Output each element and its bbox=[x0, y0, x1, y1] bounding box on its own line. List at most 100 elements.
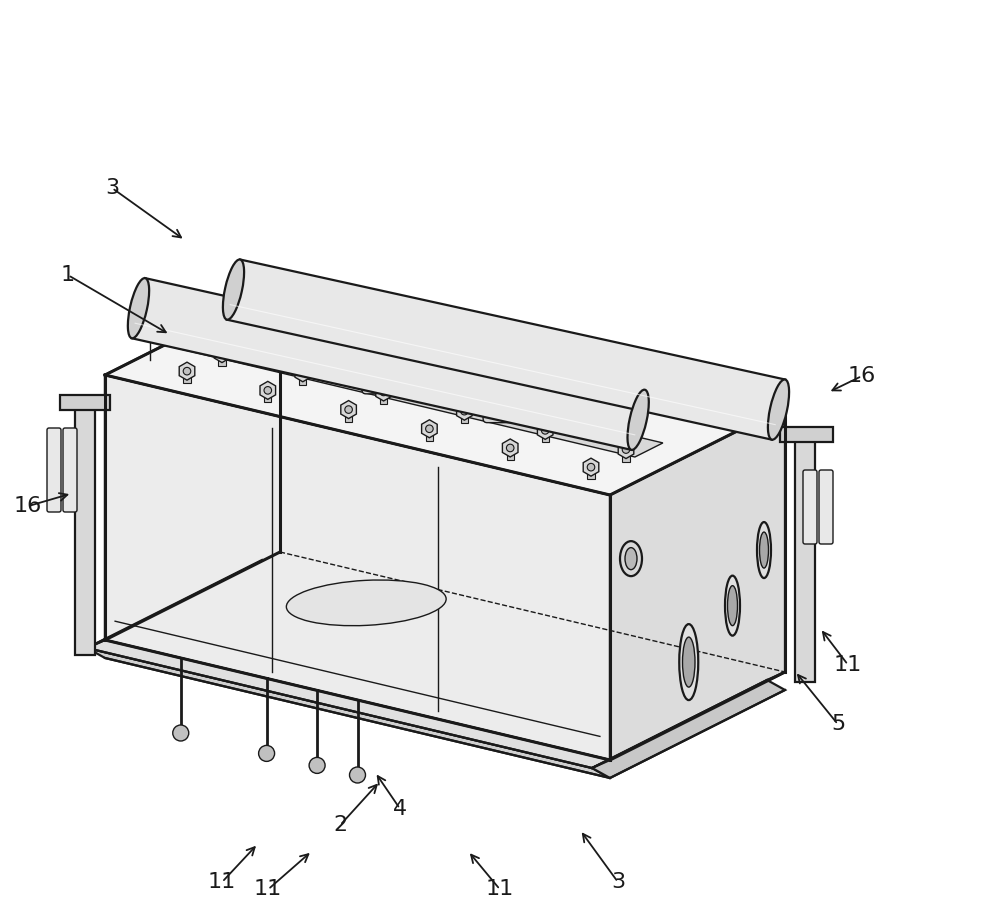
Circle shape bbox=[345, 406, 352, 414]
Polygon shape bbox=[622, 449, 630, 461]
Polygon shape bbox=[260, 381, 276, 400]
Polygon shape bbox=[105, 552, 785, 760]
Polygon shape bbox=[132, 278, 645, 450]
Circle shape bbox=[290, 344, 298, 351]
Ellipse shape bbox=[286, 580, 446, 625]
Text: 1: 1 bbox=[61, 265, 75, 285]
Polygon shape bbox=[105, 287, 785, 495]
FancyBboxPatch shape bbox=[63, 428, 77, 512]
Text: 16: 16 bbox=[848, 366, 876, 386]
Ellipse shape bbox=[768, 380, 789, 440]
Ellipse shape bbox=[725, 576, 740, 635]
Polygon shape bbox=[299, 372, 306, 385]
Polygon shape bbox=[87, 560, 767, 768]
Circle shape bbox=[391, 368, 399, 375]
Circle shape bbox=[426, 425, 433, 433]
Polygon shape bbox=[610, 407, 785, 760]
Circle shape bbox=[173, 725, 189, 741]
Text: 3: 3 bbox=[105, 178, 119, 198]
Text: 16: 16 bbox=[14, 496, 42, 516]
Polygon shape bbox=[295, 364, 311, 381]
Polygon shape bbox=[87, 640, 610, 768]
Ellipse shape bbox=[625, 547, 637, 569]
Polygon shape bbox=[795, 432, 815, 682]
FancyBboxPatch shape bbox=[47, 428, 61, 512]
Polygon shape bbox=[220, 293, 733, 422]
FancyBboxPatch shape bbox=[362, 356, 414, 393]
Ellipse shape bbox=[757, 522, 771, 578]
Polygon shape bbox=[583, 458, 599, 476]
Polygon shape bbox=[507, 448, 514, 460]
Polygon shape bbox=[592, 680, 785, 778]
Text: 2: 2 bbox=[333, 815, 347, 835]
Circle shape bbox=[380, 388, 387, 396]
Polygon shape bbox=[87, 648, 610, 778]
Polygon shape bbox=[380, 392, 387, 404]
Polygon shape bbox=[589, 410, 605, 428]
Polygon shape bbox=[286, 338, 302, 357]
Polygon shape bbox=[150, 327, 663, 457]
Polygon shape bbox=[488, 386, 504, 404]
Polygon shape bbox=[537, 421, 553, 439]
Text: 5: 5 bbox=[831, 714, 845, 735]
Circle shape bbox=[622, 446, 630, 453]
Polygon shape bbox=[60, 395, 110, 410]
Text: 11: 11 bbox=[254, 879, 282, 900]
Circle shape bbox=[492, 392, 500, 399]
Circle shape bbox=[264, 387, 272, 394]
Circle shape bbox=[259, 746, 275, 761]
Ellipse shape bbox=[728, 586, 738, 625]
Ellipse shape bbox=[679, 624, 698, 700]
FancyBboxPatch shape bbox=[819, 470, 833, 544]
Polygon shape bbox=[502, 439, 518, 457]
Circle shape bbox=[309, 757, 325, 773]
Ellipse shape bbox=[620, 541, 642, 576]
Circle shape bbox=[541, 426, 549, 434]
Circle shape bbox=[299, 369, 307, 377]
Ellipse shape bbox=[760, 532, 768, 568]
Text: 4: 4 bbox=[393, 799, 407, 819]
Polygon shape bbox=[422, 420, 437, 437]
Polygon shape bbox=[179, 362, 195, 381]
Polygon shape bbox=[214, 345, 230, 362]
Circle shape bbox=[218, 349, 226, 358]
Polygon shape bbox=[780, 427, 833, 442]
Polygon shape bbox=[461, 411, 468, 423]
Polygon shape bbox=[618, 440, 634, 458]
Polygon shape bbox=[391, 371, 398, 383]
Ellipse shape bbox=[223, 260, 244, 320]
Polygon shape bbox=[341, 401, 356, 418]
Circle shape bbox=[587, 463, 595, 471]
Polygon shape bbox=[387, 362, 403, 381]
Circle shape bbox=[461, 407, 468, 414]
Polygon shape bbox=[183, 371, 191, 383]
Ellipse shape bbox=[628, 390, 649, 450]
Text: 3: 3 bbox=[611, 872, 625, 892]
Polygon shape bbox=[105, 375, 610, 760]
Circle shape bbox=[593, 415, 601, 423]
Polygon shape bbox=[345, 410, 352, 422]
Polygon shape bbox=[445, 359, 452, 371]
Polygon shape bbox=[593, 419, 601, 431]
Polygon shape bbox=[426, 429, 433, 441]
Polygon shape bbox=[105, 287, 280, 640]
Polygon shape bbox=[492, 395, 500, 407]
Polygon shape bbox=[227, 260, 785, 439]
Polygon shape bbox=[75, 400, 95, 655]
Polygon shape bbox=[587, 467, 595, 480]
Polygon shape bbox=[441, 350, 456, 369]
Polygon shape bbox=[264, 391, 271, 403]
Text: 11: 11 bbox=[208, 872, 236, 892]
FancyBboxPatch shape bbox=[483, 384, 535, 423]
FancyBboxPatch shape bbox=[803, 470, 817, 544]
Text: 11: 11 bbox=[834, 655, 862, 675]
Circle shape bbox=[350, 767, 366, 783]
Polygon shape bbox=[457, 403, 472, 420]
Circle shape bbox=[445, 356, 452, 363]
Polygon shape bbox=[290, 348, 298, 359]
Polygon shape bbox=[376, 383, 391, 401]
Polygon shape bbox=[218, 354, 226, 366]
Circle shape bbox=[506, 444, 514, 452]
Ellipse shape bbox=[682, 637, 695, 687]
Ellipse shape bbox=[128, 278, 149, 338]
